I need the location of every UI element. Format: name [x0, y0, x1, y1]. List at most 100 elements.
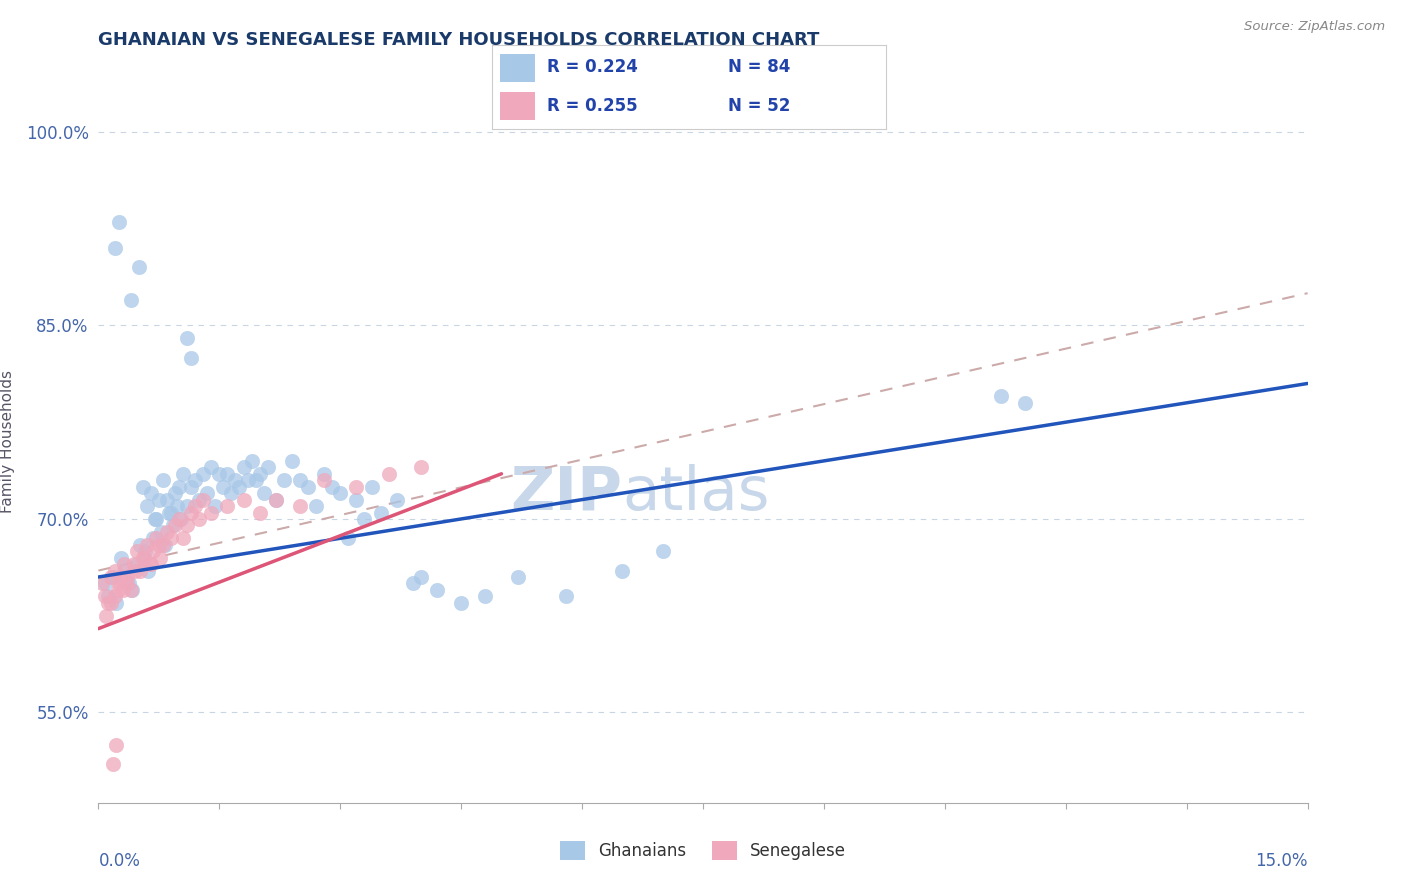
- Point: [217, 499, 239, 513]
- Point: [167, 480, 190, 494]
- Point: [193, 467, 215, 481]
- Point: [353, 512, 375, 526]
- Point: [163, 518, 186, 533]
- Point: [344, 480, 367, 494]
- Point: [152, 473, 174, 487]
- Point: [256, 460, 278, 475]
- Point: [105, 738, 128, 752]
- Point: [180, 506, 202, 520]
- Point: [112, 557, 135, 571]
- Point: [134, 544, 156, 558]
- Point: [228, 480, 250, 494]
- Text: N = 52: N = 52: [728, 96, 790, 114]
- Point: [990, 389, 1012, 403]
- Point: [153, 538, 176, 552]
- Point: [152, 538, 174, 552]
- Point: [94, 576, 117, 591]
- Point: [180, 351, 202, 365]
- Point: [288, 499, 311, 513]
- Point: [97, 596, 120, 610]
- Point: [224, 473, 246, 487]
- Point: [193, 492, 215, 507]
- Bar: [501, 54, 536, 82]
- Point: [195, 486, 218, 500]
- Point: [264, 492, 287, 507]
- Point: [94, 590, 117, 604]
- Point: [100, 596, 122, 610]
- Point: [132, 480, 155, 494]
- Text: R = 0.255: R = 0.255: [547, 96, 638, 114]
- Point: [264, 492, 287, 507]
- Point: [200, 460, 222, 475]
- Point: [163, 486, 186, 500]
- Point: [148, 492, 170, 507]
- Point: [135, 538, 157, 552]
- Point: [188, 512, 211, 526]
- Point: [107, 576, 129, 591]
- Point: [148, 538, 170, 552]
- Point: [167, 512, 190, 526]
- Point: [100, 570, 122, 584]
- Point: [128, 260, 150, 275]
- Point: [245, 473, 267, 487]
- Point: [143, 512, 166, 526]
- Point: [105, 596, 128, 610]
- Point: [162, 518, 184, 533]
- Point: [249, 467, 271, 481]
- Point: [142, 544, 165, 558]
- Point: [180, 480, 202, 494]
- Point: [121, 582, 143, 597]
- Point: [127, 544, 149, 558]
- Point: [249, 506, 271, 520]
- Point: [115, 570, 138, 584]
- Point: [281, 454, 304, 468]
- Point: [217, 467, 239, 481]
- Point: [176, 499, 198, 513]
- Point: [426, 582, 449, 597]
- Text: ZIP: ZIP: [510, 464, 623, 523]
- Y-axis label: Family Households: Family Households: [0, 370, 14, 513]
- Point: [101, 570, 124, 584]
- Point: [184, 473, 207, 487]
- Point: [172, 467, 194, 481]
- Point: [361, 480, 384, 494]
- Text: atlas: atlas: [623, 464, 770, 523]
- Text: N = 84: N = 84: [728, 59, 790, 77]
- Point: [107, 215, 129, 229]
- Point: [409, 460, 432, 475]
- Point: [160, 506, 183, 520]
- Legend: Ghanaians, Senegalese: Ghanaians, Senegalese: [554, 834, 852, 867]
- Point: [103, 241, 125, 255]
- Point: [103, 564, 125, 578]
- Point: [305, 499, 328, 513]
- Point: [110, 570, 132, 584]
- Point: [156, 492, 179, 507]
- Text: GHANAIAN VS SENEGALESE FAMILY HOUSEHOLDS CORRELATION CHART: GHANAIAN VS SENEGALESE FAMILY HOUSEHOLDS…: [98, 31, 820, 49]
- Point: [124, 564, 146, 578]
- Point: [142, 531, 165, 545]
- Point: [150, 524, 173, 539]
- Point: [172, 531, 194, 545]
- Point: [118, 576, 141, 591]
- Point: [184, 499, 207, 513]
- Point: [110, 550, 132, 565]
- Point: [232, 492, 254, 507]
- Point: [145, 531, 167, 545]
- Point: [200, 506, 222, 520]
- Point: [176, 331, 198, 345]
- Point: [117, 576, 139, 591]
- Point: [145, 512, 167, 526]
- Point: [129, 564, 152, 578]
- Point: [103, 590, 125, 604]
- Point: [344, 492, 367, 507]
- Point: [612, 564, 634, 578]
- Point: [232, 460, 254, 475]
- Point: [157, 506, 180, 520]
- Point: [112, 564, 135, 578]
- Point: [160, 531, 183, 545]
- Point: [122, 557, 145, 571]
- Text: 0.0%: 0.0%: [98, 852, 141, 870]
- Point: [208, 467, 231, 481]
- Point: [120, 582, 142, 597]
- Point: [169, 512, 191, 526]
